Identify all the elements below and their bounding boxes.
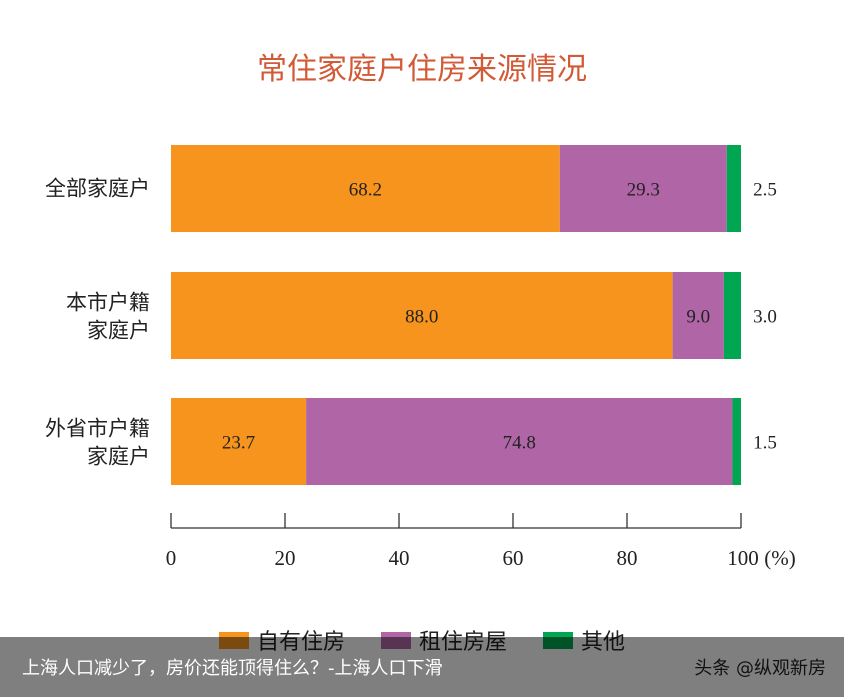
caption-text: 上海人口减少了，房价还能顶得住么？-上海人口下滑	[22, 658, 443, 679]
x-tick-label: 0	[166, 546, 177, 570]
caption-bar	[0, 637, 844, 697]
data-label: 2.5	[753, 180, 777, 201]
x-tick-label: 80	[617, 546, 638, 570]
x-tick-label: 40	[389, 546, 410, 570]
bar-segment	[171, 145, 560, 232]
bar-segment	[723, 272, 741, 359]
bar-segment	[559, 145, 727, 232]
category-label: 全部家庭户	[45, 177, 150, 201]
data-label: 3.0	[753, 307, 777, 328]
x-tick-label: 60	[503, 546, 524, 570]
bar-segment	[672, 272, 724, 359]
data-label: 9.0	[686, 307, 710, 328]
category-label: 外省市户籍	[45, 417, 150, 441]
x-tick-label: 100	[727, 546, 759, 570]
data-label: 74.8	[503, 433, 536, 454]
data-label: 23.7	[222, 433, 255, 454]
category-label: 本市户籍	[66, 291, 150, 315]
bar-segment	[732, 398, 741, 485]
x-unit-label: (%)	[764, 546, 795, 570]
data-label: 88.0	[405, 307, 438, 328]
category-label: 家庭户	[87, 445, 150, 469]
bar-segment	[171, 398, 307, 485]
data-label: 68.2	[349, 180, 382, 201]
bar-segment	[726, 145, 741, 232]
bar-segment	[171, 272, 673, 359]
category-label: 家庭户	[87, 319, 150, 343]
bar-segment	[306, 398, 733, 485]
data-label: 29.3	[627, 180, 660, 201]
chart-title: 常住家庭户住房来源情况	[257, 52, 587, 87]
data-label: 1.5	[753, 433, 777, 454]
x-tick-label: 20	[275, 546, 296, 570]
source-label: 头条 @纵观新房	[694, 658, 826, 679]
